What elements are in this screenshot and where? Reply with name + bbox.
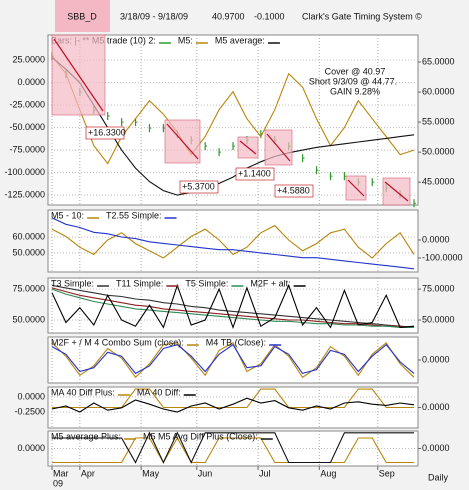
y-tick-label: 60.0000 (12, 231, 45, 241)
legend-label: M4 TB (Close): (206, 337, 266, 347)
y-tick-label: -25.0000 (9, 100, 45, 110)
series-line (51, 341, 415, 379)
panel (47, 209, 419, 273)
y-tick-label: 0.0000 (17, 77, 45, 87)
legend-label: T3 Simple: (51, 278, 94, 288)
annotation: +16.3300 (88, 127, 126, 137)
panel (47, 430, 419, 467)
series-line (52, 431, 414, 464)
y2-tick-label: 0.0000 (422, 443, 450, 453)
legend-label: T11 Simple: (116, 278, 163, 288)
y-tick-label: 0.0000 (17, 443, 45, 453)
trade-line (347, 179, 365, 197)
y2-tick-label: 55.0000 (422, 116, 455, 126)
series-line (51, 55, 415, 165)
legend-label: MA 40 Diff Plus: (51, 387, 115, 397)
price-change: -0.1000 (254, 11, 285, 21)
x-tick-label: Apr (81, 468, 95, 478)
series-line (51, 283, 415, 330)
series-line (51, 397, 415, 413)
x-tick-label: Aug (320, 468, 336, 478)
annotation-box (85, 126, 125, 140)
legend-label: T2.55 Simple: (106, 210, 162, 220)
legend-label: M5 M5 Avg Diff Plus (Close): (143, 431, 258, 441)
y-tick-label: -0.2500 (14, 406, 45, 416)
series-line (52, 436, 414, 464)
trade-line (239, 140, 257, 155)
annotation: GAIN 9.28% (330, 86, 380, 96)
legend-label: M5: (178, 35, 193, 45)
annotation: +5.3700 (182, 181, 215, 191)
y2-tick-label: 0.0000 (422, 402, 450, 412)
y-tick-label: 0.0000 (17, 391, 45, 401)
series-line (52, 388, 414, 409)
x-tick-label: Sep (379, 468, 395, 478)
legend-label: M2F + / M 4 Combo Sum (close): (51, 337, 184, 347)
annotation: +4.5880 (277, 185, 310, 195)
x-tick-label: Mar (53, 468, 69, 478)
legend-label: MA 40 Diff: (137, 387, 181, 397)
y-tick-label: -100.0000 (4, 167, 45, 177)
y2-tick-label: -100.0000 (422, 252, 463, 262)
y-tick-label: 75.0000 (12, 283, 45, 293)
annotation-box (179, 180, 219, 194)
y-tick-label: -50.0000 (9, 122, 45, 132)
interval-label: Daily (428, 472, 449, 482)
y2-tick-label: 45.0000 (422, 177, 455, 187)
trade-line (266, 133, 291, 162)
annotation-box (235, 167, 275, 181)
trade-line (384, 181, 409, 202)
symbol-box (55, 0, 110, 32)
y2-tick-label: 60.0000 (422, 86, 455, 96)
y-tick-label: 50.0000 (12, 314, 45, 324)
y2-tick-label: 0.0000 (422, 234, 450, 244)
x-tick-label: May (142, 468, 160, 478)
annotation: +1.1400 (238, 168, 271, 178)
legend-label: M5 average Plus: (51, 431, 121, 441)
y2-tick-label: 65.0000 (422, 56, 455, 66)
legend-label: M5 - 10: (51, 210, 84, 220)
annotation-box (274, 184, 314, 198)
x-tick-label: Jul (259, 468, 271, 478)
series-line (51, 287, 415, 328)
series-line (51, 288, 414, 328)
y-tick-label: -125.0000 (4, 189, 45, 199)
symbol: SBB_D (67, 11, 97, 21)
x-year-label: 09 (53, 478, 63, 488)
trade-line (53, 38, 104, 112)
date-range: 3/18/09 - 9/18/09 (120, 11, 188, 21)
series-line (51, 284, 415, 328)
annotation: Short 9/3/09 @ 44.77. (309, 76, 397, 86)
y2-tick-label: 0.0000 (422, 354, 450, 364)
y-tick-label: 50.0000 (12, 247, 45, 257)
y-tick-label: -75.0000 (9, 145, 45, 155)
legend-label: M5 average: (215, 35, 265, 45)
x-tick-label: Jun (198, 468, 213, 478)
series-line (51, 343, 415, 375)
y2-tick-label: 50.0000 (422, 147, 455, 157)
last-price: 40.9700 (212, 11, 245, 21)
y-tick-label: 25.0000 (12, 55, 45, 65)
annotation: Cover @ 40.97 (325, 66, 386, 76)
trade-line (166, 123, 199, 160)
y2-tick-label: 75.0000 (422, 283, 455, 293)
legend-label: M2F + alt: (250, 278, 290, 288)
y2-tick-label: 50.0000 (422, 314, 455, 324)
series-line (51, 217, 415, 270)
system-name: Clark's Gate Timing System © (302, 11, 422, 21)
legend-label: T5 Simple: (185, 278, 228, 288)
series-line (51, 224, 415, 259)
trade-zones (51, 34, 411, 206)
